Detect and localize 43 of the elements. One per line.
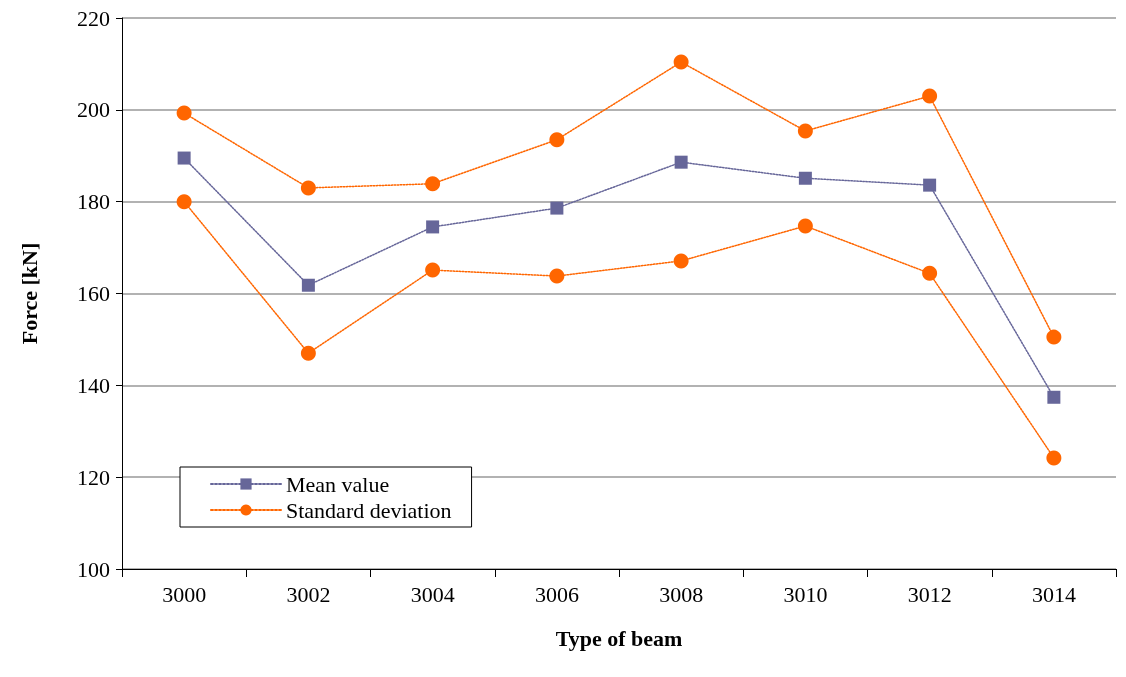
point — [797, 123, 813, 139]
y-tick-label: 100 — [77, 556, 110, 582]
point — [176, 105, 192, 121]
point — [301, 278, 315, 292]
y-tick-label: 160 — [77, 281, 110, 306]
x-tick-label: 3014 — [1031, 581, 1076, 607]
point — [177, 151, 191, 165]
y-tick-label: 180 — [77, 189, 110, 215]
point — [549, 268, 565, 284]
x-tick-label: 3006 — [534, 581, 579, 607]
x-tick-label: 3008 — [659, 581, 704, 607]
point — [1046, 450, 1062, 466]
x-tick-label: 3002 — [286, 581, 331, 607]
point — [922, 88, 938, 104]
point — [922, 265, 938, 281]
point — [549, 132, 565, 148]
point — [1046, 329, 1062, 345]
legend-label: Mean value — [286, 471, 390, 497]
legend-label: Standard deviation — [286, 497, 452, 523]
point — [673, 253, 689, 269]
y-axis-title: Force [kN] — [16, 242, 42, 345]
point — [176, 194, 192, 210]
point — [425, 262, 441, 278]
point — [426, 220, 440, 234]
point — [300, 345, 316, 361]
point — [1047, 390, 1061, 404]
x-tick-label: 3010 — [783, 581, 828, 607]
x-axis-title: Type of beam — [555, 625, 683, 651]
y-tick-label: 220 — [77, 5, 110, 31]
y-tick-label: 140 — [77, 372, 110, 398]
point — [923, 178, 937, 192]
x-tick-label: 3012 — [907, 581, 952, 607]
y-tick-label: 200 — [77, 97, 110, 123]
point — [550, 201, 564, 215]
point — [300, 180, 316, 196]
point — [798, 171, 812, 185]
point — [673, 54, 689, 70]
point — [674, 155, 688, 169]
point — [425, 176, 441, 192]
x-tick-label: 3004 — [410, 581, 455, 607]
point — [797, 218, 813, 234]
y-tick-label: 120 — [77, 464, 110, 490]
x-tick-label: 3000 — [162, 581, 207, 607]
